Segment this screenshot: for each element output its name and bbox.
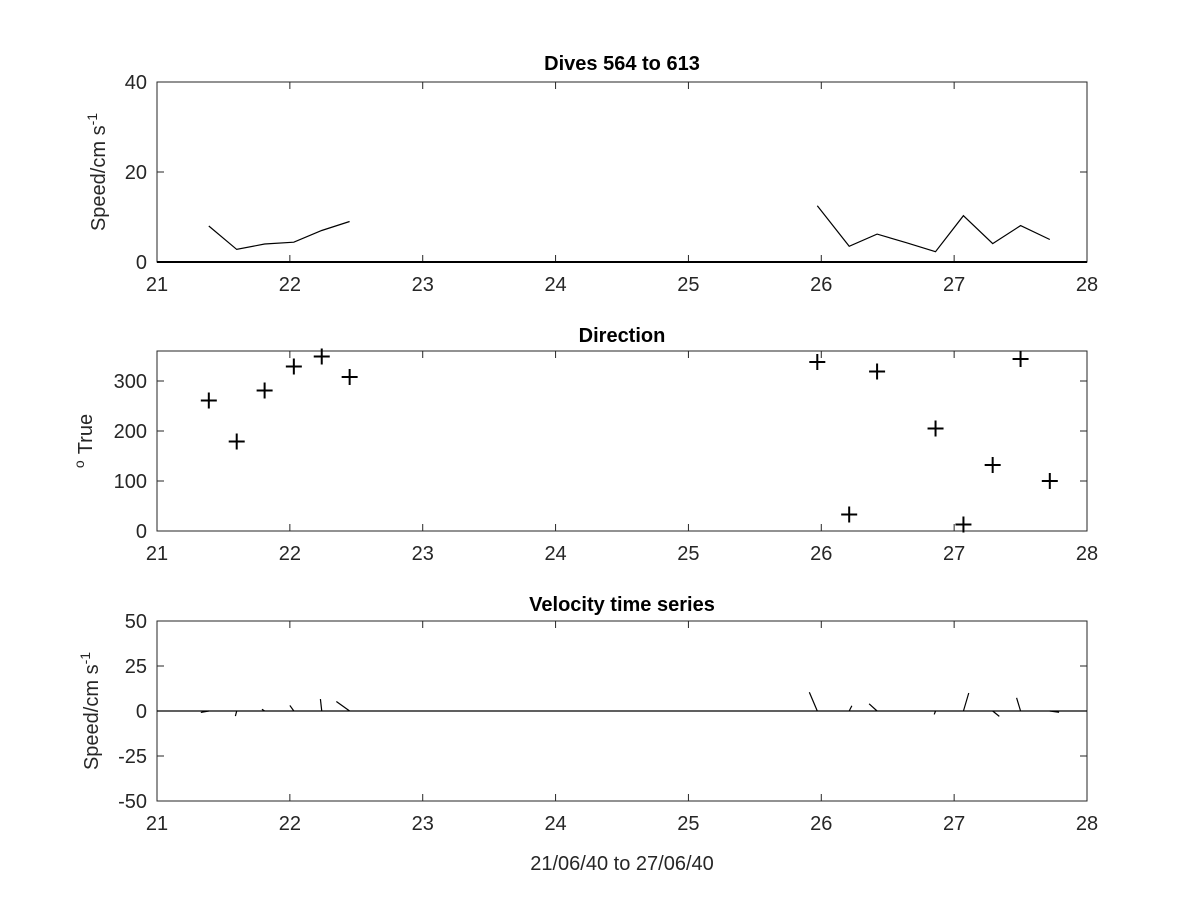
subplot-velocity: Velocity time series 21 22 23 24 25 26 27 28 -50… bbox=[77, 594, 1098, 875]
axis-ticks: 21 22 23 24 25 26 27 28 -50 -25 0 25 50 bbox=[118, 611, 1098, 835]
scatter-point bbox=[927, 420, 944, 437]
scatter-point bbox=[869, 363, 886, 380]
data-marks bbox=[200, 348, 1058, 533]
x-tick-label: 24 bbox=[544, 543, 566, 565]
scatter-point bbox=[200, 392, 217, 409]
axis-ticks: 21 22 23 24 25 26 27 28 0 100 200 300 bbox=[114, 351, 1098, 565]
plot-area bbox=[156, 350, 1088, 532]
y-tick-label: -25 bbox=[118, 746, 147, 768]
velocity-stick bbox=[868, 703, 878, 712]
x-tick-label: 24 bbox=[544, 813, 566, 835]
x-tick-label: 25 bbox=[677, 274, 699, 296]
x-tick-label: 23 bbox=[412, 543, 434, 565]
scatter-point bbox=[955, 516, 972, 533]
scatter-point bbox=[1041, 473, 1058, 489]
velocity-stick bbox=[808, 692, 818, 712]
x-tick-label: 27 bbox=[943, 274, 965, 296]
y-axis-label-text: Speed/cm s bbox=[88, 125, 110, 231]
y-tick-label: 0 bbox=[136, 521, 147, 543]
y-axis-label-superscript: -1 bbox=[77, 652, 93, 665]
y-tick-label: -50 bbox=[118, 791, 147, 813]
chart-title: Dives 564 to 613 bbox=[544, 53, 700, 75]
y-tick-label: 50 bbox=[125, 611, 147, 633]
x-tick-label: 24 bbox=[544, 274, 566, 296]
scatter-point bbox=[341, 369, 358, 385]
x-tick-label: 27 bbox=[943, 813, 965, 835]
velocity-stick bbox=[992, 710, 1000, 717]
velocity-stick bbox=[336, 700, 350, 712]
chart-title: Direction bbox=[579, 325, 666, 347]
y-axis-label-superscript: -1 bbox=[84, 113, 100, 126]
x-tick-label: 25 bbox=[677, 543, 699, 565]
y-axis-label-text: Speed/cm s bbox=[81, 664, 103, 770]
chart-title: Velocity time series bbox=[529, 594, 715, 616]
x-tick-label: 26 bbox=[810, 543, 832, 565]
velocity-stick bbox=[319, 699, 323, 712]
x-tick-label: 26 bbox=[810, 274, 832, 296]
velocity-stick bbox=[200, 710, 209, 714]
velocity-stick bbox=[848, 705, 853, 712]
y-tick-label: 20 bbox=[125, 162, 147, 184]
y-tick-label: 40 bbox=[125, 72, 147, 94]
series-line bbox=[816, 205, 1051, 253]
data-marks bbox=[157, 205, 1087, 263]
x-tick-label: 23 bbox=[412, 274, 434, 296]
x-tick-label: 26 bbox=[810, 813, 832, 835]
x-tick-label: 28 bbox=[1076, 813, 1098, 835]
y-axis-label: Speed/cm s-1 bbox=[84, 113, 110, 231]
x-tick-label: 22 bbox=[279, 274, 301, 296]
y-tick-label: 300 bbox=[114, 371, 147, 393]
x-tick-label: 21 bbox=[146, 813, 168, 835]
x-tick-label: 21 bbox=[146, 543, 168, 565]
scatter-point bbox=[256, 382, 273, 399]
y-axis-label-superscript: o bbox=[71, 460, 87, 468]
data-marks bbox=[157, 692, 1087, 717]
velocity-stick bbox=[1049, 710, 1060, 713]
y-tick-label: 200 bbox=[114, 421, 147, 443]
scatter-point bbox=[313, 348, 330, 365]
scatter-point bbox=[841, 506, 858, 523]
x-tick-label: 28 bbox=[1076, 274, 1098, 296]
x-axis-label: 21/06/40 to 27/06/40 bbox=[530, 853, 714, 875]
x-tick-label: 28 bbox=[1076, 543, 1098, 565]
y-tick-label: 0 bbox=[136, 252, 147, 274]
scatter-point bbox=[228, 433, 245, 450]
x-tick-label: 27 bbox=[943, 543, 965, 565]
y-axis-label: Speed/cm s-1 bbox=[77, 652, 103, 770]
velocity-stick bbox=[1016, 697, 1022, 712]
scatter-point bbox=[809, 354, 826, 370]
y-tick-label: 0 bbox=[136, 701, 147, 723]
x-tick-label: 23 bbox=[412, 813, 434, 835]
axis-ticks: 21 22 23 24 25 26 27 28 0 20 40 bbox=[125, 72, 1098, 296]
x-tick-label: 21 bbox=[146, 274, 168, 296]
velocity-stick bbox=[962, 692, 970, 712]
scatter-point bbox=[1012, 351, 1029, 367]
velocity-stick bbox=[933, 710, 937, 715]
velocity-stick bbox=[261, 708, 265, 712]
scatter-point bbox=[984, 457, 1001, 473]
y-tick-label: 25 bbox=[125, 656, 147, 678]
y-tick-label: 100 bbox=[114, 471, 147, 493]
x-tick-label: 22 bbox=[279, 543, 301, 565]
velocity-stick bbox=[289, 705, 295, 712]
series-line bbox=[208, 220, 350, 251]
y-axis-label-text: True bbox=[75, 414, 97, 454]
subplot-speed: Dives 564 to 613 21 22 23 24 25 26 27 28 0 20 40 S… bbox=[84, 53, 1098, 296]
x-tick-label: 22 bbox=[279, 813, 301, 835]
velocity-stick bbox=[234, 710, 238, 717]
y-axis-label: o True bbox=[71, 414, 97, 468]
subplot-direction: Direction 21 22 23 24 25 26 27 28 0 100 200 300 o Tr… bbox=[71, 325, 1098, 565]
scatter-point bbox=[285, 358, 302, 375]
x-tick-label: 25 bbox=[677, 813, 699, 835]
plot-area bbox=[156, 81, 1088, 263]
